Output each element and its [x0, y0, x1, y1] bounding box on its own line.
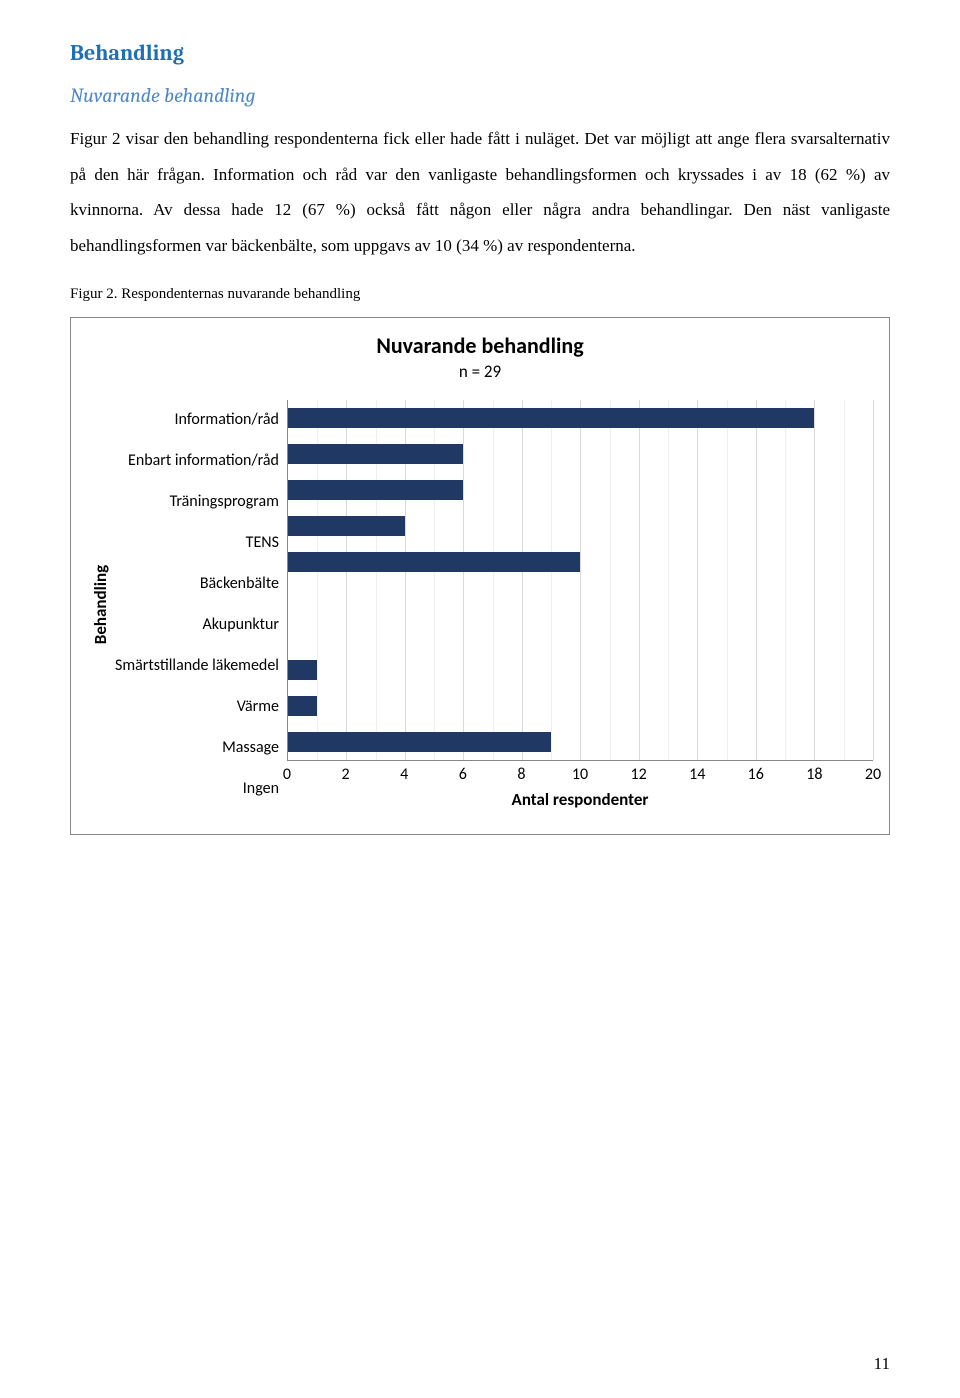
x-tick-label: 12: [630, 765, 646, 784]
chart-frame: Nuvarande behandling n = 29 Behandling I…: [70, 317, 890, 835]
category-label: Värme: [115, 689, 279, 725]
subsection-heading: Nuvarande behandling: [70, 84, 890, 107]
category-label: Information/råd: [115, 402, 279, 438]
bar: [288, 696, 317, 716]
chart-body: Behandling Information/råd Enbart informa…: [87, 400, 873, 810]
bar-row: [288, 544, 873, 580]
category-label: Ingen: [115, 771, 279, 807]
x-tick-label: 6: [459, 765, 467, 784]
bar: [288, 516, 405, 536]
x-tick-label: 2: [342, 765, 350, 784]
x-axis-tick-labels: 02468101214161820: [287, 761, 873, 783]
category-label: Enbart information/råd: [115, 443, 279, 479]
chart-subtitle: n = 29: [87, 361, 873, 382]
x-tick-label: 0: [283, 765, 291, 784]
plot-wrap: 02468101214161820 Antal respondenter: [287, 400, 873, 810]
category-label: Träningsprogram: [115, 484, 279, 520]
figure-caption: Figur 2. Respondenternas nuvarande behan…: [70, 286, 890, 303]
category-label: Akupunktur: [115, 607, 279, 643]
bar: [288, 552, 581, 572]
bar: [288, 408, 815, 428]
x-tick-label: 20: [865, 765, 881, 784]
major-gridline: [873, 400, 874, 760]
plot-area: [287, 400, 873, 761]
x-tick-label: 14: [689, 765, 705, 784]
chart-title: Nuvarande behandling: [87, 332, 873, 359]
category-label: Bäckenbälte: [115, 566, 279, 602]
bar-row: [288, 724, 873, 760]
x-tick-label: 18: [806, 765, 822, 784]
bars-container: [288, 400, 873, 760]
bar-row: [288, 400, 873, 436]
bar-row: [288, 616, 873, 652]
bar-row: [288, 472, 873, 508]
y-axis-category-labels: Information/råd Enbart information/råd Trä…: [115, 400, 287, 810]
body-paragraph: Figur 2 visar den behandling respondente…: [70, 121, 890, 264]
bar: [288, 444, 464, 464]
bar: [288, 480, 464, 500]
bar: [288, 732, 551, 752]
x-axis-title: Antal respondenter: [287, 789, 873, 810]
category-label: TENS: [115, 525, 279, 561]
x-tick-label: 8: [517, 765, 525, 784]
bar: [288, 660, 317, 680]
y-axis-title: Behandling: [91, 565, 112, 644]
x-tick-label: 16: [748, 765, 764, 784]
category-label: Smärtstillande läkemedel: [115, 648, 279, 684]
bar-row: [288, 508, 873, 544]
page: Behandling Nuvarande behandling Figur 2 …: [0, 0, 960, 1398]
page-number: 11: [874, 1354, 890, 1374]
category-label: Massage: [115, 730, 279, 766]
bar-row: [288, 436, 873, 472]
y-axis-title-container: Behandling: [87, 400, 115, 810]
x-tick-label: 4: [400, 765, 408, 784]
bar-row: [288, 688, 873, 724]
x-tick-label: 10: [572, 765, 588, 784]
bar-row: [288, 580, 873, 616]
bar-row: [288, 652, 873, 688]
section-heading: Behandling: [70, 40, 890, 66]
